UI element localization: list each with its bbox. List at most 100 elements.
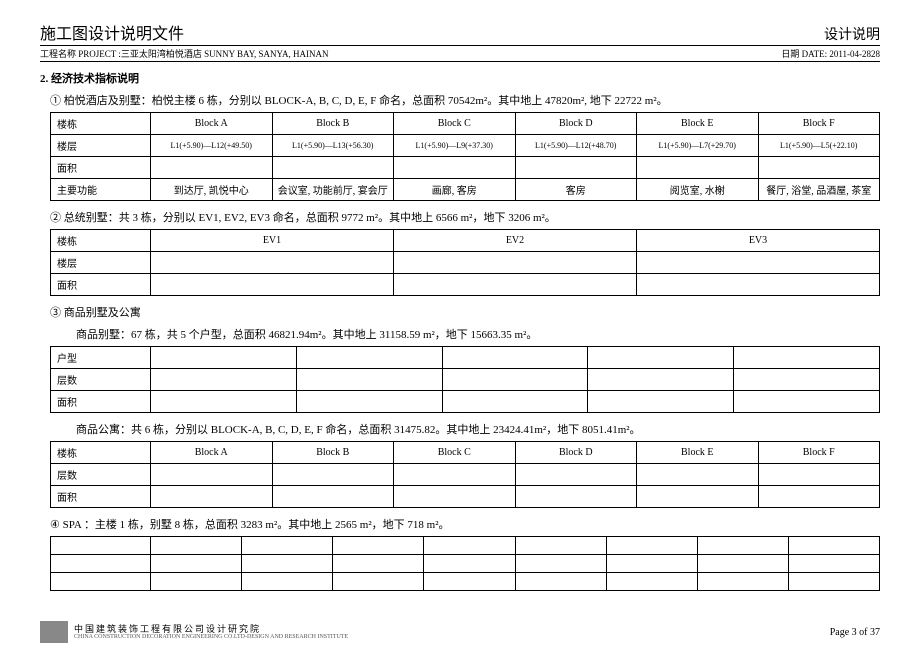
- item-1-desc: ① 柏悦酒店及别墅：柏悦主楼 6 栋，分别以 BLOCK-A, B, C, D,…: [50, 92, 880, 108]
- cell: L1(+5.90)—L12(+48.70): [515, 135, 637, 157]
- cell: [442, 347, 588, 369]
- cell: [51, 555, 151, 573]
- table-row: 楼层: [51, 252, 880, 274]
- cell: [151, 369, 297, 391]
- cell: [758, 157, 880, 179]
- table-row: 楼栋 Block A Block B Block C Block D Block…: [51, 113, 880, 135]
- cell: [424, 537, 515, 555]
- cell: [151, 252, 394, 274]
- document-date: 日期 DATE: 2011-04-2828: [781, 47, 880, 60]
- cell: [588, 369, 734, 391]
- cell: [697, 573, 788, 591]
- cell: [151, 555, 242, 573]
- cell: [588, 347, 734, 369]
- cell: [788, 537, 879, 555]
- cell: [151, 157, 273, 179]
- project-name: 工程名称 PROJECT :三亚太阳湾柏悦酒店 SUNNY BAY, SANYA…: [40, 47, 329, 60]
- section-title: 经济技术指标说明: [51, 73, 139, 85]
- cell: [296, 391, 442, 413]
- item-2-desc: ② 总统别墅：共 3 栋，分别以 EV1, EV2, EV3 命名，总面积 97…: [50, 209, 880, 225]
- cell: [515, 573, 606, 591]
- cell: [442, 369, 588, 391]
- row-label: 层数: [51, 369, 151, 391]
- cell: [697, 555, 788, 573]
- cell: [515, 537, 606, 555]
- cell: Block D: [515, 442, 637, 464]
- section-number: 2.: [40, 73, 48, 85]
- row-label: 面积: [51, 157, 151, 179]
- cell: L1(+5.90)—L5(+22.10): [758, 135, 880, 157]
- cell: [151, 347, 297, 369]
- item-1-marker: ①: [50, 95, 61, 107]
- cell: Block F: [758, 113, 880, 135]
- table-row: 户型: [51, 347, 880, 369]
- footer-org-en: CHINA CONSTRUCTION DECORATION ENGINEERIN…: [74, 634, 348, 640]
- row-label: 主要功能: [51, 179, 151, 201]
- cell: [394, 274, 637, 296]
- table-commodity-villas: 户型 层数 面积: [50, 346, 880, 413]
- cell: [734, 347, 880, 369]
- cell: Block E: [637, 442, 759, 464]
- cell: [272, 464, 394, 486]
- cell: [442, 391, 588, 413]
- cell: [333, 573, 424, 591]
- table-row: 层数: [51, 464, 880, 486]
- cell: 餐厅, 浴堂, 品酒屋, 茶室: [758, 179, 880, 201]
- cell: [637, 252, 880, 274]
- cell: Block A: [151, 442, 273, 464]
- cell: [515, 555, 606, 573]
- cell: [758, 486, 880, 508]
- cell: [151, 573, 242, 591]
- cell: [51, 573, 151, 591]
- cell: Block B: [272, 442, 394, 464]
- cell: Block D: [515, 113, 637, 135]
- row-label: 面积: [51, 486, 151, 508]
- cell: [637, 274, 880, 296]
- item-1-text: 柏悦酒店及别墅：柏悦主楼 6 栋，分别以 BLOCK-A, B, C, D, E…: [64, 95, 668, 107]
- cell: [242, 573, 333, 591]
- page-number: Page 3 of 37: [830, 627, 880, 638]
- cell: [637, 157, 759, 179]
- row-label: 楼栋: [51, 230, 151, 252]
- table-row: 层数: [51, 369, 880, 391]
- table-presidential-villas: 楼栋 EV1 EV2 EV3 楼层 面积: [50, 229, 880, 296]
- item-3-sub1: 商品别墅：67 栋，共 5 个户型，总面积 46821.94m²。其中地上 31…: [76, 326, 880, 342]
- cell: [697, 537, 788, 555]
- table-row: 主要功能 到达厅, 凯悦中心 会议室, 功能前厅, 宴会厅 画廊, 客房 客房 …: [51, 179, 880, 201]
- project-info-row: 工程名称 PROJECT :三亚太阳湾柏悦酒店 SUNNY BAY, SANYA…: [40, 46, 880, 62]
- cell: [637, 464, 759, 486]
- header-bar: 施工图设计说明文件 设计说明: [40, 20, 880, 46]
- cell: [394, 464, 516, 486]
- cell: [734, 369, 880, 391]
- cell: [637, 486, 759, 508]
- cell: Block E: [637, 113, 759, 135]
- cell: [296, 347, 442, 369]
- table-row: 面积: [51, 157, 880, 179]
- table-commodity-apartments: 楼栋 Block A Block B Block C Block D Block…: [50, 441, 880, 508]
- cell: Block B: [272, 113, 394, 135]
- cell: Block F: [758, 442, 880, 464]
- cell: [588, 391, 734, 413]
- cell: [606, 573, 697, 591]
- cell: [242, 537, 333, 555]
- section-heading: 2. 经济技术指标说明: [40, 70, 880, 86]
- cell: L1(+5.90)—L12(+49.50): [151, 135, 273, 157]
- table-hotel-blocks: 楼栋 Block A Block B Block C Block D Block…: [50, 112, 880, 201]
- cell: [394, 252, 637, 274]
- cell: [515, 464, 637, 486]
- table-row: 楼栋 EV1 EV2 EV3: [51, 230, 880, 252]
- cell: Block A: [151, 113, 273, 135]
- cell: [606, 537, 697, 555]
- cell: 阅览室, 水榭: [637, 179, 759, 201]
- item-4-desc: ④ SPA ：主楼 1 栋，别墅 8 栋，总面积 3283 m²。其中地上 25…: [50, 516, 880, 532]
- table-spa: [50, 536, 880, 591]
- table-row: 面积: [51, 274, 880, 296]
- footer-left: 中国建筑装饰工程有限公司设计研究院 CHINA CONSTRUCTION DEC…: [40, 621, 348, 643]
- item-4-text: SPA ：主楼 1 栋，别墅 8 栋，总面积 3283 m²。其中地上 2565…: [63, 519, 450, 531]
- cell: [151, 274, 394, 296]
- cell: [272, 157, 394, 179]
- row-label: 面积: [51, 391, 151, 413]
- cell: L1(+5.90)—L13(+56.30): [272, 135, 394, 157]
- cell: [606, 555, 697, 573]
- cell: 画廊, 客房: [394, 179, 516, 201]
